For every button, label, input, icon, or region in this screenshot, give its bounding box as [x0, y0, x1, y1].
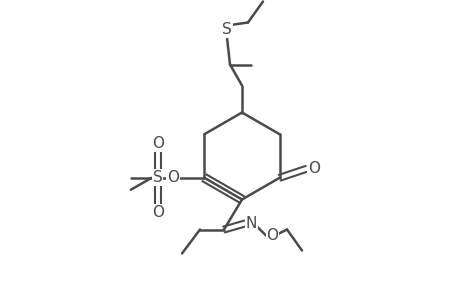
Text: O: O: [167, 170, 179, 185]
Text: S: S: [153, 170, 162, 185]
Text: N: N: [246, 216, 257, 231]
Text: O: O: [308, 161, 319, 176]
Text: O: O: [151, 136, 163, 151]
Text: O: O: [266, 228, 278, 243]
Text: S: S: [222, 22, 231, 38]
Text: O: O: [151, 205, 163, 220]
